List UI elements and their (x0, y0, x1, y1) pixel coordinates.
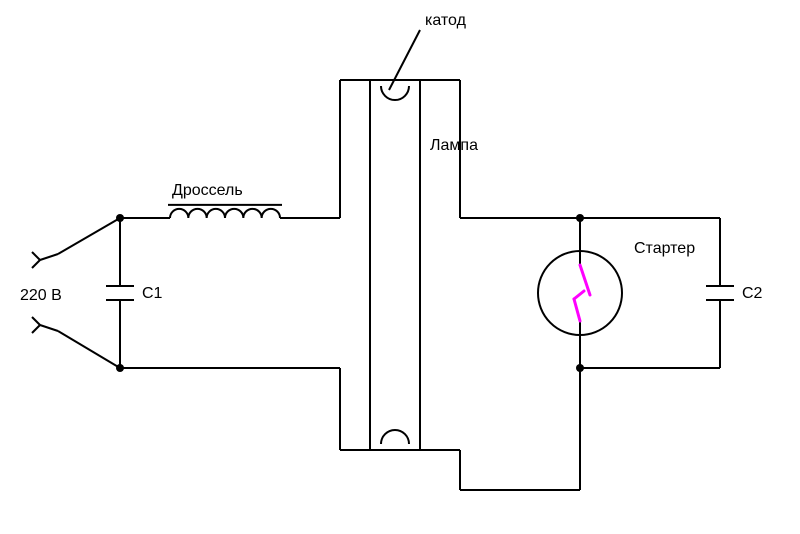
label-starter: Стартер (634, 240, 695, 257)
label-cathode: катод (425, 12, 467, 29)
label-choke: Дроссель (172, 182, 243, 199)
label-voltage: 220 В (20, 287, 62, 304)
label-c1: С1 (142, 285, 163, 302)
label-lamp: Лампа (430, 137, 478, 154)
label-c2: С2 (742, 285, 763, 302)
